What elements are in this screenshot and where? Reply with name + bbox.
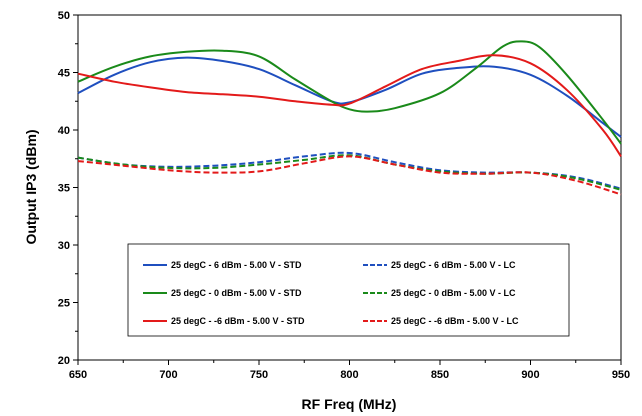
x-tick-label: 700	[159, 369, 177, 381]
x-tick-label: 750	[250, 369, 268, 381]
y-tick-label: 25	[58, 298, 70, 310]
x-tick-label: 850	[431, 369, 449, 381]
y-tick-label: 30	[58, 240, 70, 252]
y-tick-label: 45	[58, 68, 70, 80]
series-line-1	[77, 56, 622, 138]
x-tick-label: 950	[612, 369, 630, 381]
y-tick-label: 50	[58, 10, 70, 22]
legend-label: 25 degC - -6 dBm - 5.00 V - STD	[171, 316, 305, 326]
x-axis-title: RF Freq (MHz)	[302, 396, 397, 412]
legend-label: 25 degC - 6 dBm - 5.00 V - STD	[171, 260, 302, 270]
y-axis-title: Output IP3 (dBm)	[23, 129, 39, 244]
series-line-5	[77, 54, 622, 157]
series-line-6	[77, 155, 622, 196]
series-layer	[77, 40, 622, 196]
x-axis: 650 700 750 800 850 900 950	[69, 360, 630, 381]
y-axis: 20 25 30 35 40 45 50	[58, 10, 78, 367]
x-tick-label: 650	[69, 369, 87, 381]
y-tick-label: 35	[58, 183, 70, 195]
legend-label: 25 degC - 0 dBm - 5.00 V - STD	[171, 288, 302, 298]
x-tick-label: 800	[340, 369, 358, 381]
legend-label: 25 degC - 6 dBm - 5.00 V - LC	[391, 260, 516, 270]
series-line-3	[77, 40, 622, 145]
y-tick-label: 20	[58, 355, 70, 367]
x-tick-label: 900	[521, 369, 539, 381]
legend-label: 25 degC - -6 dBm - 5.00 V - LC	[391, 316, 519, 326]
legend: 25 degC - 6 dBm - 5.00 V - STD 25 degC - …	[143, 260, 519, 326]
legend-box	[127, 243, 570, 337]
legend-label: 25 degC - 0 dBm - 5.00 V - LC	[391, 288, 516, 298]
y-tick-label: 40	[58, 125, 70, 137]
